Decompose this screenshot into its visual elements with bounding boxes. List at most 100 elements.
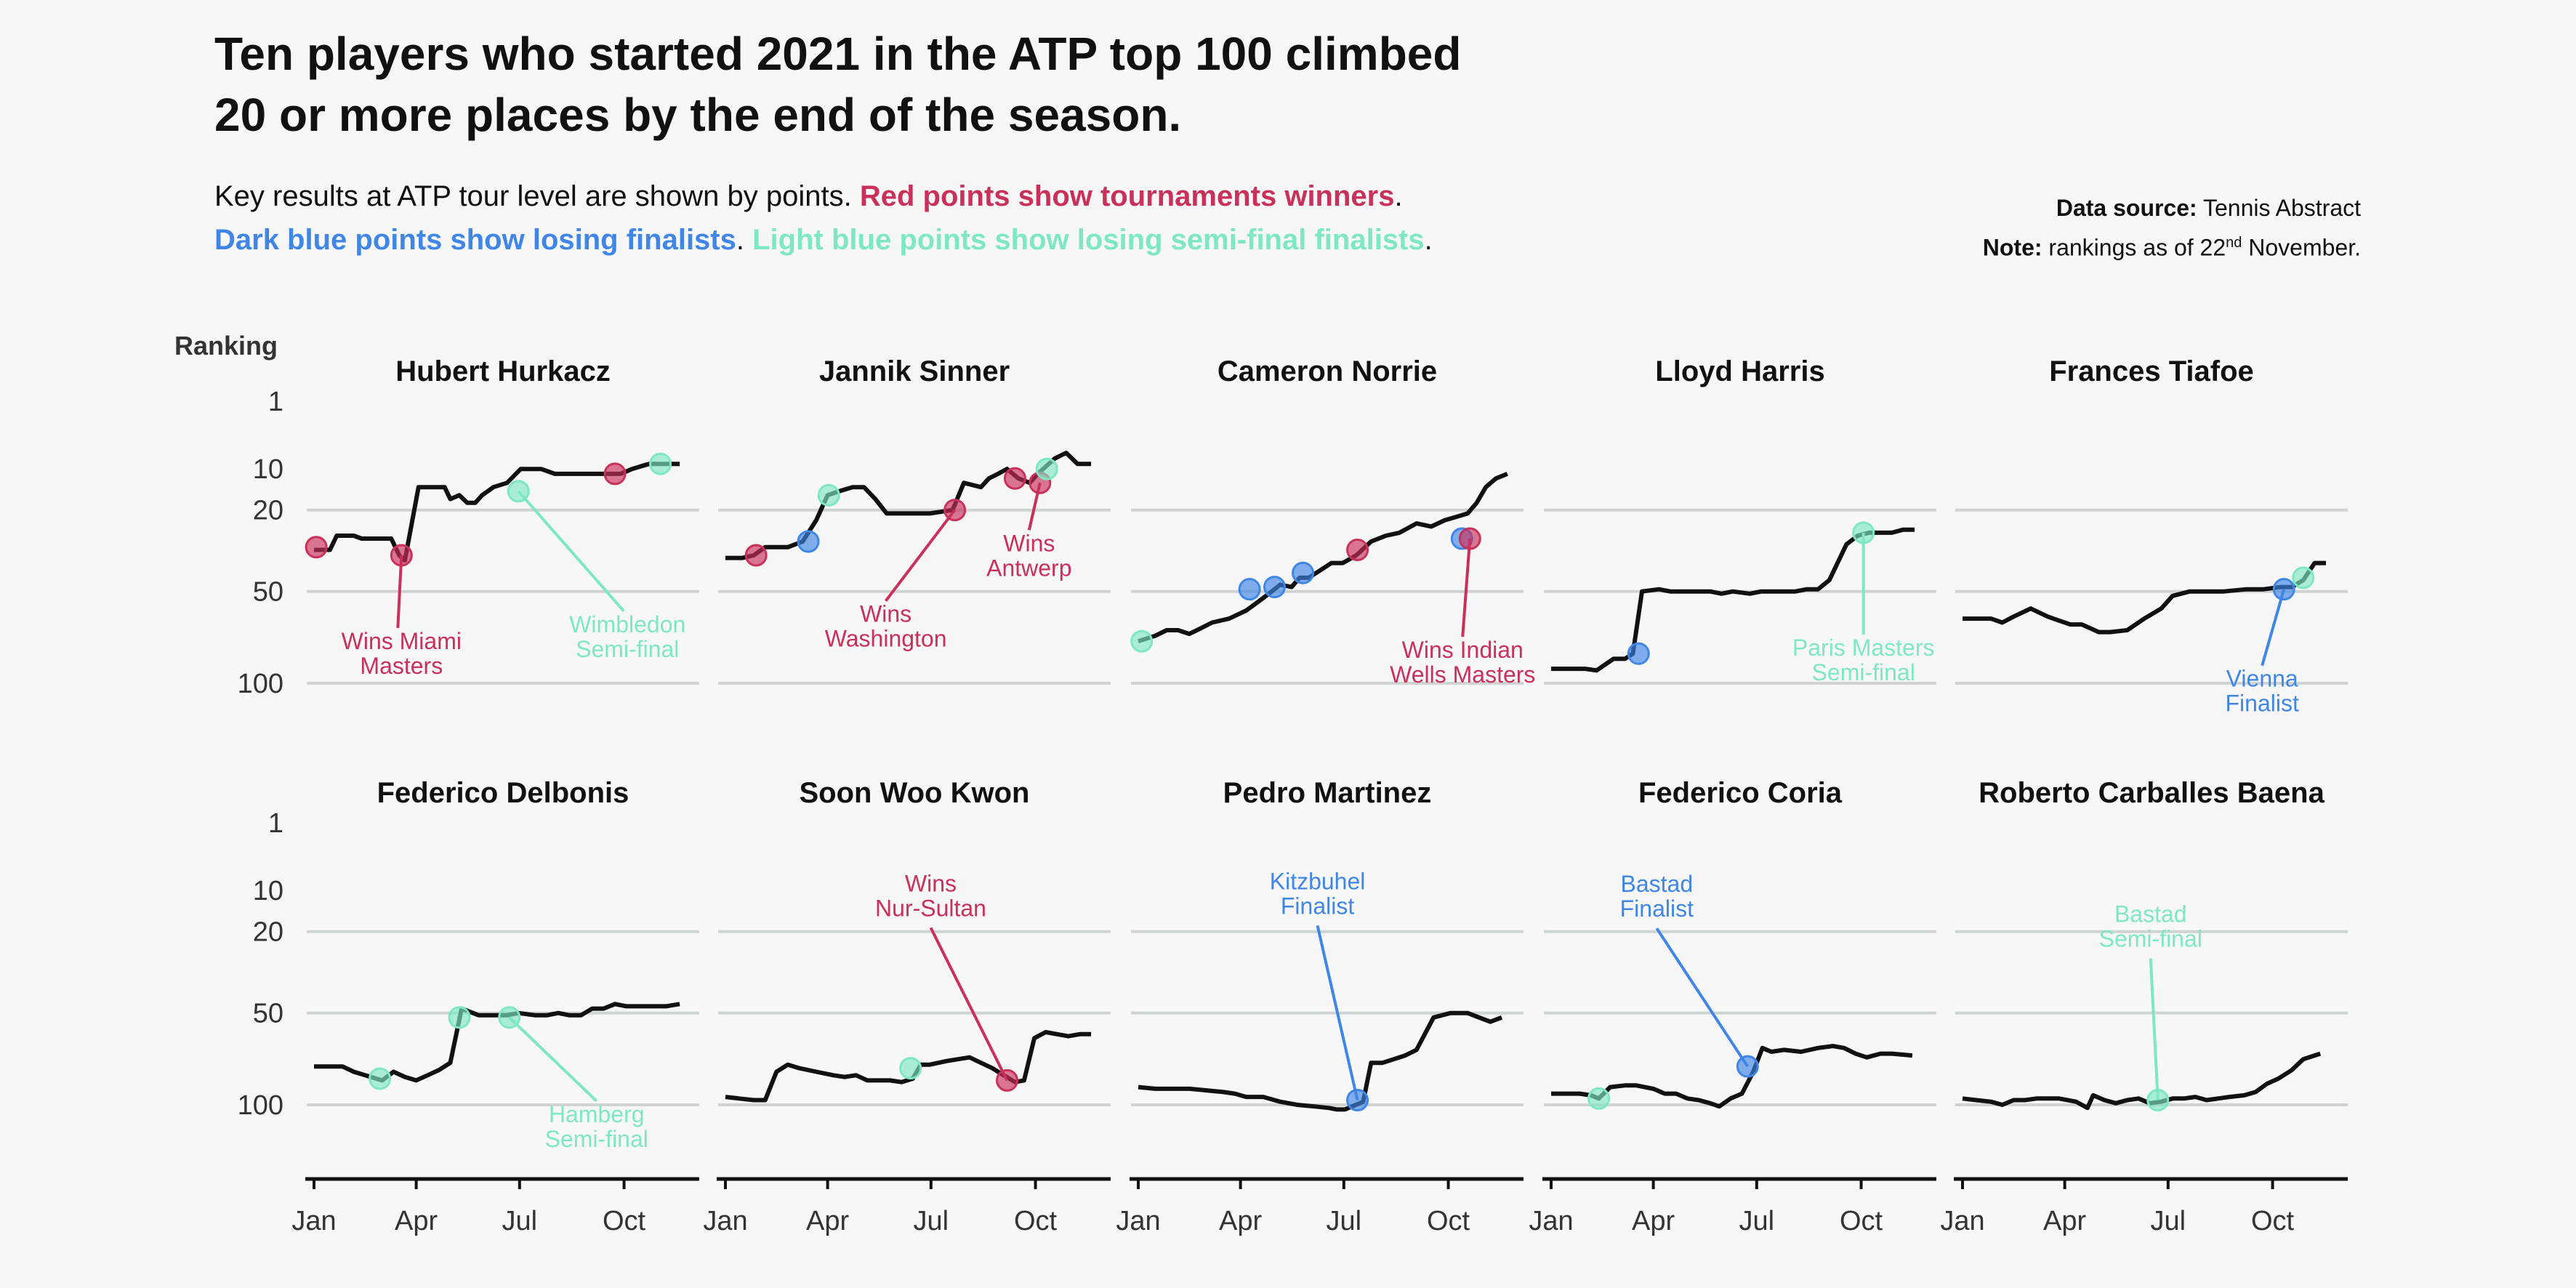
x-tick-label: Jul <box>914 1206 949 1236</box>
x-tick-label: Apr <box>395 1206 438 1236</box>
event-point-winner <box>305 536 328 559</box>
event-point-finalist <box>1346 1088 1369 1111</box>
subtitle-period-1: . <box>1394 180 1403 212</box>
subtitle: Key results at ATP tour level are shown … <box>214 174 1559 262</box>
subtitle-period-2: . <box>736 224 744 256</box>
annotation-line: Semi-final <box>1812 659 1915 685</box>
x-tick-label: Apr <box>1219 1206 1262 1236</box>
annotation-line: Wins <box>1003 530 1055 556</box>
y-axis-label: Ranking <box>174 331 278 361</box>
data-source-value: Tennis Abstract <box>2203 195 2361 221</box>
note: Note: rankings as of 22nd November. <box>1983 225 2361 265</box>
ranking-line <box>1138 1010 1503 1112</box>
annotation-line: Bastad <box>1621 871 1694 897</box>
annotation-label: Wimbledon Semi-final <box>569 611 685 662</box>
annotation-line: Bastad <box>2114 901 2187 927</box>
event-point-semifinal <box>649 452 672 475</box>
panel-pedro-martinez: Pedro Martinez Kitzbuhel Finalist Jan Apr Jul… <box>1116 777 1524 1236</box>
y-tick-label-row1-10: 10 <box>253 454 283 485</box>
title-line-1: Ten players who started 2021 in the ATP … <box>214 28 1462 80</box>
subtitle-winners: Red points show tournaments winners <box>859 180 1395 212</box>
x-tick-label: Jan <box>703 1206 747 1236</box>
event-point-finalist <box>1736 1055 1759 1078</box>
event-point-finalist <box>797 530 820 553</box>
x-tick-label: Jan <box>1529 1206 1573 1236</box>
subtitle-finalists: Dark blue points show losing finalists <box>214 224 736 256</box>
x-tick-label: Jul <box>1739 1206 1775 1236</box>
panel-title: Hubert Hurkacz <box>395 355 611 387</box>
x-tick-label: Apr <box>2043 1206 2086 1236</box>
event-point-winner <box>390 544 413 567</box>
event-point-finalist <box>1263 576 1286 599</box>
annotation-leader <box>1316 925 1359 1100</box>
x-tick-label: Jul <box>1327 1206 1362 1236</box>
x-tick-label: Jan <box>1116 1206 1160 1236</box>
annotation-line: Wins Indian <box>1402 637 1524 663</box>
event-point-winner <box>1346 539 1369 562</box>
annotation-line: Semi-final <box>576 636 679 662</box>
annotation-line: Washington <box>825 626 947 652</box>
y-tick-label-row2-10: 10 <box>253 876 283 906</box>
panel-roberto-carballes-baena: Roberto Carballes Baena Bastad Semi-final J… <box>1940 777 2348 1236</box>
y-tick-label-row1-20: 20 <box>253 496 283 526</box>
event-point-semifinal <box>1130 629 1154 653</box>
x-tick-label: Oct <box>1840 1206 1883 1236</box>
event-point-winner <box>996 1068 1018 1092</box>
note-sup: nd <box>2226 235 2242 251</box>
note-text-b: November. <box>2248 234 2361 261</box>
ranking-line <box>1551 1044 1913 1109</box>
event-point-winner <box>1458 527 1481 550</box>
annotation-leader <box>517 490 625 613</box>
x-tick-label: Oct <box>1427 1206 1470 1236</box>
panel-title: Federico Coria <box>1638 777 1843 809</box>
annotation-line: Antwerp <box>986 555 1071 581</box>
annotation-line: Nur-Sultan <box>875 895 986 921</box>
event-point-semifinal <box>507 480 530 503</box>
chart-title: Ten players who started 2021 in the ATP … <box>214 23 1523 145</box>
x-tick-label: Apr <box>806 1206 849 1236</box>
event-point-finalist <box>1238 578 1261 601</box>
annotation-line: Vienna <box>2226 666 2298 692</box>
x-tick-label: Oct <box>603 1206 646 1236</box>
panel-title: Federico Delbonis <box>377 777 629 809</box>
panel-title: Frances Tiafoe <box>2049 355 2254 387</box>
subtitle-semifinalists: Light blue points show losing semi-final… <box>752 224 1425 256</box>
panel-title: Cameron Norrie <box>1217 355 1437 387</box>
event-point-finalist <box>2272 578 2295 601</box>
event-point-finalist <box>1292 561 1315 584</box>
x-tick-label: Jul <box>502 1206 538 1236</box>
event-point-semifinal <box>498 1006 521 1029</box>
annotation-label: Kitzbuhel Finalist <box>1270 868 1366 919</box>
annotation-line: Finalist <box>1281 893 1354 919</box>
y-tick-label-row1-100: 100 <box>238 669 283 699</box>
panel-federico-coria: Federico Coria Bastad Finalist Jan Apr Jul Oct <box>1529 777 1936 1236</box>
event-point-finalist <box>1627 642 1650 665</box>
event-point-semifinal <box>448 1006 471 1029</box>
annotation-line: Wins <box>860 601 911 627</box>
y-tick-label-row2-20: 20 <box>253 917 283 948</box>
ranking-line <box>1962 1051 2322 1111</box>
annotation-line: Semi-final <box>545 1126 648 1152</box>
y-tick-label-row2-1: 1 <box>268 808 283 839</box>
annotation-leader <box>1461 538 1472 637</box>
annotation-line: Finalist <box>1620 895 1694 922</box>
ranking-line <box>1963 560 2326 635</box>
annotation-line: Wells Masters <box>1390 661 1535 688</box>
note-label: Note: <box>1982 234 2042 261</box>
source-note: Data source: Tennis Abstract Note: ranki… <box>1983 190 2361 265</box>
annotation-label: Bastad Semi-final <box>2099 901 2202 951</box>
panel-hubert-hurkacz: Hubert Hurkacz Wins Miami Masters Wimbledon… <box>305 355 699 685</box>
data-source: Data source: Tennis Abstract <box>1983 190 2361 225</box>
event-point-semifinal <box>369 1067 392 1090</box>
subtitle-intro: Key results at ATP tour level are shown … <box>214 180 860 212</box>
panel-title: Pedro Martinez <box>1223 777 1432 809</box>
annotation-line: Wimbledon <box>569 611 685 637</box>
annotation-leader <box>508 1016 598 1103</box>
panel-soon-woo-kwon: Soon Woo Kwon Wins Nur-Sultan Jan Apr Jul Oct <box>703 777 1111 1236</box>
annotation-line: Kitzbuhel <box>1270 868 1366 894</box>
annotation-line: Wins Miami <box>342 628 462 654</box>
panel-frances-tiafoe: Frances Tiafoe Vienna Finalist <box>1955 355 2348 717</box>
panel-title: Jannik Sinner <box>819 355 1010 387</box>
